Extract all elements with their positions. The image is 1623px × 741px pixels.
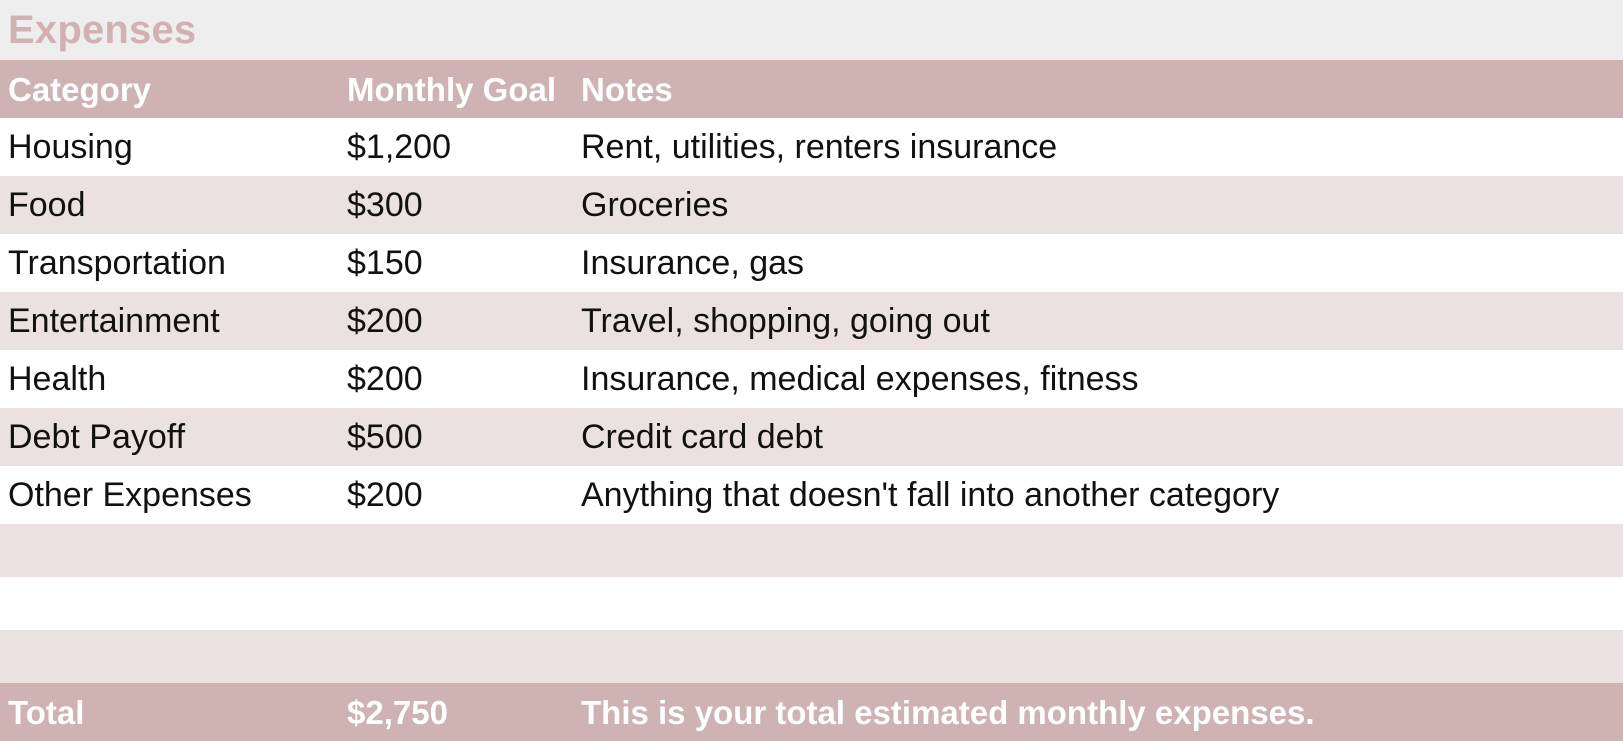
empty-row[interactable] xyxy=(0,630,1623,683)
category-cell[interactable]: Entertainment xyxy=(8,302,220,340)
notes-cell[interactable]: Insurance, medical expenses, fitness xyxy=(581,360,1139,398)
table-row: Food $300 Groceries xyxy=(0,176,1623,234)
notes-cell[interactable]: Credit card debt xyxy=(581,418,823,456)
category-cell[interactable]: Health xyxy=(8,360,107,398)
header-notes[interactable]: Notes xyxy=(581,70,673,108)
total-label[interactable]: Total xyxy=(8,693,85,731)
notes-cell[interactable]: Groceries xyxy=(581,186,729,224)
table-row: Entertainment $200 Travel, shopping, goi… xyxy=(0,292,1623,350)
goal-cell[interactable]: $200 xyxy=(347,302,423,340)
table-header-row: Category Monthly Goal Notes xyxy=(0,60,1623,118)
goal-cell[interactable]: $1,200 xyxy=(347,128,451,166)
total-row: Total $2,750 This is your total estimate… xyxy=(0,683,1623,741)
goal-cell[interactable]: $500 xyxy=(347,418,423,456)
empty-row[interactable] xyxy=(0,524,1623,577)
category-cell[interactable]: Other Expenses xyxy=(8,476,252,514)
category-cell[interactable]: Debt Payoff xyxy=(8,418,186,456)
total-goal[interactable]: $2,750 xyxy=(347,693,448,731)
table-row: Transportation $150 Insurance, gas xyxy=(0,234,1623,292)
table-row: Other Expenses $200 Anything that doesn'… xyxy=(0,466,1623,524)
header-category[interactable]: Category xyxy=(8,70,152,108)
total-notes[interactable]: This is your total estimated monthly exp… xyxy=(581,693,1315,731)
header-monthly-goal[interactable]: Monthly Goal xyxy=(347,70,556,108)
table-row: Debt Payoff $500 Credit card debt xyxy=(0,408,1623,466)
notes-cell[interactable]: Anything that doesn't fall into another … xyxy=(581,476,1280,514)
notes-cell[interactable]: Rent, utilities, renters insurance xyxy=(581,128,1058,166)
empty-row[interactable] xyxy=(0,577,1623,630)
title-bar: Expenses xyxy=(0,0,1623,60)
notes-cell[interactable]: Travel, shopping, going out xyxy=(581,302,990,340)
table-row: Health $200 Insurance, medical expenses,… xyxy=(0,350,1623,408)
expenses-table: Category Monthly Goal Notes Housing $1,2… xyxy=(0,60,1623,741)
category-cell[interactable]: Housing xyxy=(8,128,133,166)
notes-cell[interactable]: Insurance, gas xyxy=(581,244,805,282)
table-row: Housing $1,200 Rent, utilities, renters … xyxy=(0,118,1623,176)
category-cell[interactable]: Food xyxy=(8,186,86,224)
category-cell[interactable]: Transportation xyxy=(8,244,226,282)
goal-cell[interactable]: $200 xyxy=(347,360,423,398)
goal-cell[interactable]: $200 xyxy=(347,476,423,514)
goal-cell[interactable]: $150 xyxy=(347,244,423,282)
goal-cell[interactable]: $300 xyxy=(347,186,423,224)
page-title: Expenses xyxy=(8,7,197,52)
